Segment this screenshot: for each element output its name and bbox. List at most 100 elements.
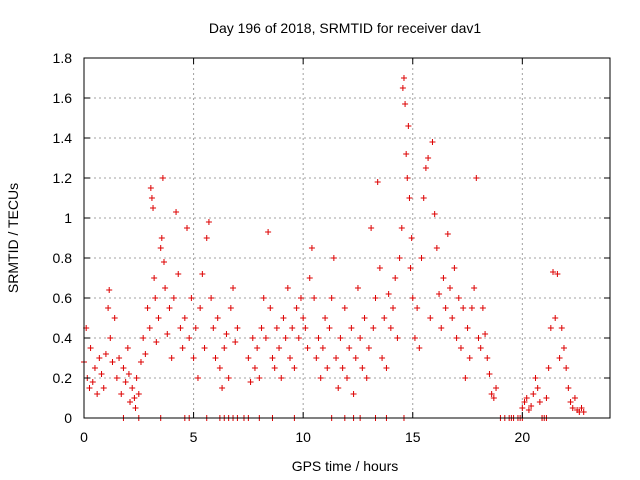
data-point [399, 85, 406, 91]
data-point [392, 275, 399, 281]
data-point [528, 403, 535, 409]
data-point [552, 315, 559, 321]
data-point [302, 325, 309, 331]
data-point [118, 391, 125, 397]
data-point [247, 379, 254, 385]
data-point [284, 285, 291, 291]
data-point [212, 355, 219, 361]
data-point [398, 225, 405, 231]
data-point [486, 371, 493, 377]
data-point [159, 175, 166, 181]
data-point [385, 291, 392, 297]
y-tick-label: 0 [64, 410, 72, 426]
data-point [221, 345, 228, 351]
data-point [201, 345, 208, 351]
data-point [554, 271, 561, 277]
data-point [317, 375, 324, 381]
data-point [473, 175, 480, 181]
data-point [245, 355, 252, 361]
data-point [131, 395, 138, 401]
data-point [436, 291, 443, 297]
data-point [464, 325, 471, 331]
data-point [300, 315, 307, 321]
data-point [273, 325, 280, 331]
plot-frame [83, 57, 611, 419]
data-point [350, 391, 357, 397]
data-point [440, 275, 447, 281]
data-point [361, 315, 368, 321]
data-point [468, 305, 475, 311]
data-point [214, 315, 221, 321]
data-point [563, 365, 570, 371]
data-point [223, 331, 230, 337]
data-point [344, 375, 350, 381]
data-point [405, 123, 412, 129]
y-tick-label: 1.6 [53, 90, 73, 106]
y-tick-label: 1.2 [53, 170, 73, 186]
data-point [383, 365, 390, 371]
x-tick-label: 20 [515, 429, 531, 445]
data-point [333, 355, 340, 361]
data-point [466, 355, 473, 361]
data-point [100, 385, 107, 391]
x-axis-label: GPS time / hours [292, 458, 399, 474]
y-tick-label: 0.6 [53, 290, 73, 306]
data-point [326, 325, 333, 331]
data-point [379, 355, 386, 361]
data-point [536, 399, 543, 405]
data-point [324, 365, 331, 371]
data-point [225, 375, 232, 381]
data-point [404, 175, 411, 181]
data-point [293, 305, 300, 311]
data-point [147, 185, 154, 191]
data-point [146, 325, 153, 331]
data-point [140, 335, 147, 341]
data-point [227, 305, 234, 311]
data-point [319, 345, 326, 351]
data-point [475, 335, 482, 341]
data-point [451, 265, 458, 271]
data-point [210, 325, 217, 331]
data-point [125, 371, 132, 377]
data-point [328, 295, 335, 301]
y-tick-label: 0.8 [53, 250, 73, 266]
data-point [164, 331, 171, 337]
data-point [484, 355, 491, 361]
data-point [260, 295, 267, 301]
data-point [151, 275, 158, 281]
data-point [234, 325, 241, 331]
data-point [427, 315, 434, 321]
data-point [179, 345, 186, 351]
data-point [120, 365, 127, 371]
data-point [330, 255, 337, 261]
data-point [190, 355, 197, 361]
data-point [107, 335, 114, 341]
data-point [567, 399, 574, 405]
data-point [129, 385, 136, 391]
data-point [160, 259, 167, 265]
data-point [416, 345, 423, 351]
data-point [374, 179, 381, 185]
axes [83, 57, 611, 419]
data-point [265, 229, 272, 235]
data-point [488, 391, 495, 397]
data-point [232, 339, 239, 345]
data-point [431, 211, 438, 217]
data-point [315, 335, 322, 341]
data-point [556, 355, 563, 361]
data-point [173, 209, 180, 215]
data-point [291, 365, 298, 371]
data-point [346, 345, 353, 351]
data-point [308, 245, 315, 251]
data-point [490, 395, 497, 401]
data-point [530, 391, 537, 397]
x-tick-label: 5 [190, 429, 198, 445]
data-point [420, 195, 427, 201]
data-point [208, 295, 215, 301]
data-point [523, 395, 530, 401]
data-point [254, 345, 261, 351]
data-point [166, 305, 173, 311]
data-point [521, 399, 528, 405]
data-point [287, 355, 294, 361]
